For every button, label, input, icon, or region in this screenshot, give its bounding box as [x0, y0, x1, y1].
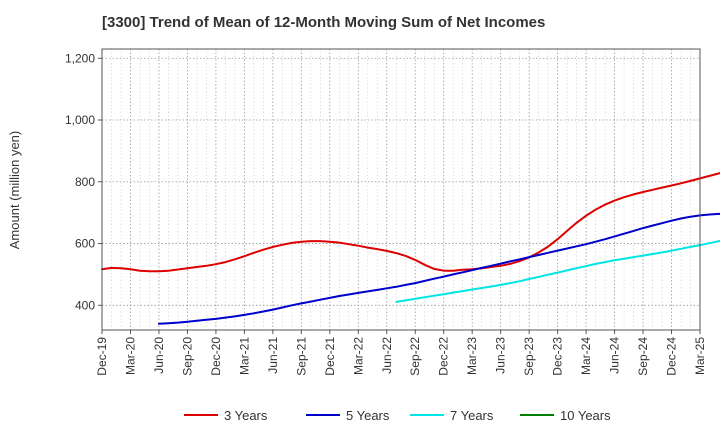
- x-tick-label: Jun-21: [266, 337, 280, 374]
- series-line-7-years: [395, 239, 720, 303]
- x-tick-label: Dec-19: [95, 337, 109, 376]
- x-tick-label: Sep-21: [294, 337, 308, 376]
- x-tick-label: Sep-23: [522, 337, 536, 376]
- x-tick-label: Jun-24: [608, 337, 622, 374]
- x-tick-label: Mar-22: [351, 337, 365, 375]
- series-lines: [101, 172, 720, 325]
- y-tick-label: 400: [75, 298, 95, 312]
- x-tick-label: Mar-23: [465, 337, 479, 375]
- y-tick-label: 1,200: [65, 51, 95, 65]
- plot-area: [102, 49, 700, 330]
- legend-label: 10 Years: [560, 408, 611, 423]
- x-tick-label: Sep-22: [408, 337, 422, 376]
- x-tick-label: Dec-23: [551, 337, 565, 376]
- x-tick-label: Mar-25: [693, 337, 707, 375]
- y-tick-label: 1,000: [65, 113, 95, 127]
- x-tick-label: Mar-24: [579, 337, 593, 375]
- x-tick-label: Dec-24: [665, 337, 679, 376]
- grid-lines: [101, 49, 701, 330]
- x-axis-ticks: Dec-19 Mar-20 Jun-20 Sep-20 Dec-20 Mar-21 Jun-…: [95, 330, 707, 376]
- legend-label: 5 Years: [346, 408, 390, 423]
- chart-title: [3300] Trend of Mean of 12-Month Moving …: [102, 14, 546, 31]
- y-tick-label: 600: [75, 237, 95, 251]
- x-tick-label: Mar-21: [237, 337, 251, 375]
- legend-label: 3 Years: [224, 408, 268, 423]
- y-tick-label: 800: [75, 175, 95, 189]
- legend-label: 7 Years: [450, 408, 494, 423]
- plot-frame: [101, 48, 701, 331]
- x-tick-label: Dec-22: [437, 337, 451, 376]
- series-line-5-years: [158, 212, 720, 325]
- legend: 3 Years 5 Years 7 Years 10 Years: [184, 408, 611, 423]
- x-tick-label: Sep-24: [636, 337, 650, 376]
- x-tick-label: Jun-23: [494, 337, 508, 374]
- x-tick-label: Mar-20: [123, 337, 137, 375]
- x-tick-label: Dec-21: [323, 337, 337, 376]
- x-tick-label: Jun-20: [152, 337, 166, 374]
- y-axis-title: Amount (million yen): [7, 131, 22, 250]
- x-tick-label: Jun-22: [380, 337, 394, 374]
- y-axis-ticks: 400 600 800 1,000 1,200: [65, 51, 102, 312]
- x-tick-label: Sep-20: [180, 337, 194, 376]
- x-tick-label: Dec-20: [209, 337, 223, 376]
